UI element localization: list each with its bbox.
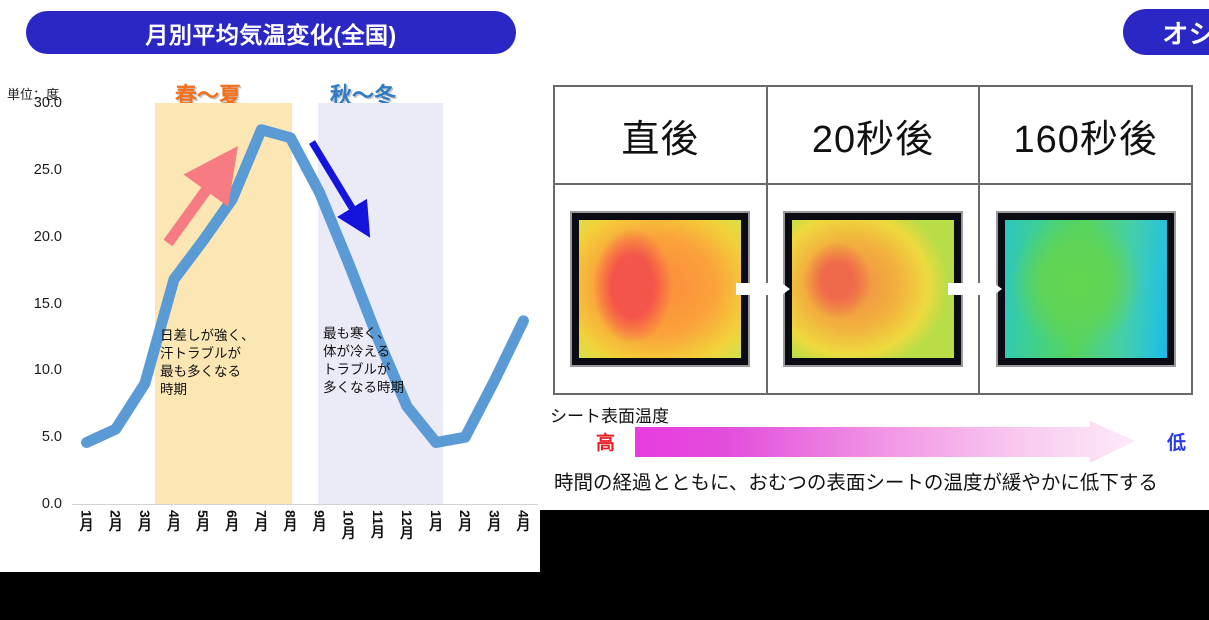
left-panel-title: 月別平均気温変化(全国) [26, 11, 516, 54]
x-axis-tick: 6月 [224, 510, 241, 532]
transition-arrow-icon-2 [948, 273, 1003, 305]
thermal-image-160s [995, 211, 1176, 367]
x-axis-tick: 5月 [195, 510, 212, 532]
x-axis: 1月 2月 3月 4月 5月 6月 7月 8月 9月 10月 11月 12月 1月 2月 3月 4月 [72, 508, 538, 566]
x-axis-tick: 11月 [369, 510, 386, 539]
x-axis-tick: 3月 [486, 510, 503, 532]
temperature-chart-panel: 月別平均気温変化(全国) 単位：度 春～夏 秋～冬 日差しが強く、 汗トラブルが… [0, 0, 540, 572]
x-axis-tick: 3月 [136, 510, 153, 532]
legend-low-label: 低 [1167, 433, 1187, 454]
thermal-header-0: 直後 [555, 87, 766, 185]
x-axis-tick: 12月 [398, 510, 415, 540]
y-axis-tick: 10.0 [33, 362, 62, 379]
thermal-cell-2 [980, 185, 1191, 393]
thermal-cell-1 [768, 185, 1003, 393]
thermal-header-2: 160秒後 [980, 87, 1192, 185]
temperature-gradient-arrow-icon [635, 421, 1135, 463]
y-axis-tick: 5.0 [41, 429, 62, 446]
y-axis-tick: 15.0 [33, 295, 62, 312]
thermal-sheet-panel: オシッコを想定した表面シートの温度変化 直後 20秒後 [540, 0, 1209, 510]
thermal-image-immediately [570, 211, 751, 367]
x-axis-tick: 1月 [428, 510, 445, 532]
y-axis-tick: 0.0 [41, 496, 62, 512]
transition-arrow-icon-1 [735, 273, 790, 305]
y-axis: 0.0 5.0 10.0 15.0 20.0 25.0 30.0 [0, 95, 68, 512]
x-axis-tick: 9月 [311, 510, 328, 532]
x-axis-tick: 2月 [107, 510, 124, 532]
y-axis-tick: 25.0 [33, 161, 62, 178]
x-axis-tick: 2月 [457, 510, 474, 532]
x-axis-tick: 7月 [253, 510, 270, 532]
thermal-column-1: 20秒後 [767, 87, 1003, 393]
y-axis-tick: 20.0 [33, 228, 62, 245]
x-axis-tick: 1月 [78, 510, 95, 532]
x-axis-tick: 8月 [282, 510, 299, 532]
season-band-autumn [318, 103, 443, 504]
thermal-image-20s [783, 211, 963, 367]
thermal-caption: 時間の経過とともに、おむつの表面シートの温度が緩やかに低下する [554, 472, 1158, 494]
trend-arrow-down-icon [309, 140, 371, 238]
chart-plot-area: 日差しが強く、 汗トラブルが 最も多くなる 時期 最も寒く、 体が冷える トラブ… [72, 103, 538, 504]
thermal-column-0: 直後 [555, 87, 790, 393]
y-axis-tick: 30.0 [33, 95, 62, 111]
right-panel-title: オシッコを想定した表面シートの温度変化 [1123, 9, 1209, 55]
thermal-image-table: 直後 20秒後 160秒後 [553, 85, 1193, 395]
x-axis-tick: 4月 [165, 510, 182, 532]
x-axis-tick: 10月 [340, 510, 357, 540]
annotation-summer: 日差しが強く、 汗トラブルが 最も多くなる 時期 [160, 328, 255, 397]
x-axis-line [72, 504, 538, 505]
chart-line [81, 124, 529, 449]
x-axis-tick: 4月 [515, 510, 532, 532]
y-axis-unit-label: 単位：度 [7, 87, 60, 102]
thermal-cell-0 [555, 185, 790, 393]
temperature-line-series [81, 124, 529, 449]
thermal-column-2: 160秒後 [980, 87, 1192, 393]
thermal-header-1: 20秒後 [767, 87, 979, 185]
legend-title: シート表面温度 [550, 407, 669, 426]
trend-arrow-up-icon [163, 146, 239, 247]
annotation-winter: 最も寒く、 体が冷える トラブルが 多くなる時期 [323, 326, 404, 395]
legend-high-label: 高 [596, 433, 616, 454]
